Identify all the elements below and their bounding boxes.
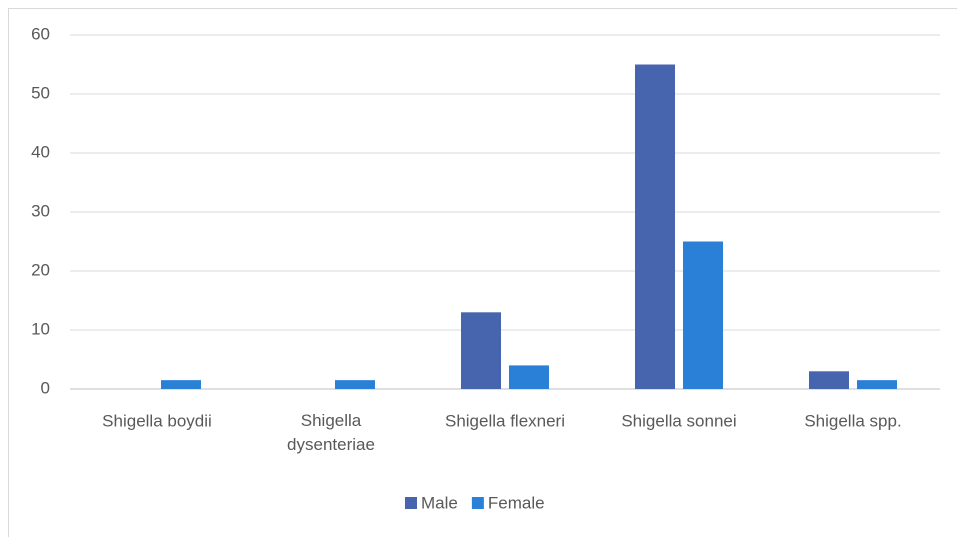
bar xyxy=(161,380,201,389)
bar xyxy=(335,380,375,389)
legend-label: Female xyxy=(488,493,545,512)
y-tick-label: 0 xyxy=(41,378,50,397)
x-tick-label: Shigella flexneri xyxy=(445,411,565,430)
y-tick-label: 30 xyxy=(31,201,50,220)
x-tick-label: Shigella spp. xyxy=(804,411,901,430)
legend-swatch xyxy=(405,497,417,509)
bar xyxy=(635,64,675,389)
y-tick-label: 40 xyxy=(31,142,50,161)
bar xyxy=(683,241,723,389)
y-tick-label: 10 xyxy=(31,319,50,338)
x-tick-label: Shigella dysenteriae xyxy=(287,411,375,454)
y-tick-label: 20 xyxy=(31,260,50,279)
legend-label: Male xyxy=(421,493,458,512)
x-tick-label: Shigella boydii xyxy=(102,411,212,430)
chart-frame xyxy=(8,8,957,537)
y-tick-label: 50 xyxy=(31,83,50,102)
bar xyxy=(461,312,501,389)
y-tick-label: 60 xyxy=(31,24,50,43)
bar xyxy=(509,365,549,389)
bar xyxy=(809,371,849,389)
bar xyxy=(857,380,897,389)
legend-swatch xyxy=(471,497,484,509)
x-tick-label: Shigella sonnei xyxy=(621,411,736,430)
